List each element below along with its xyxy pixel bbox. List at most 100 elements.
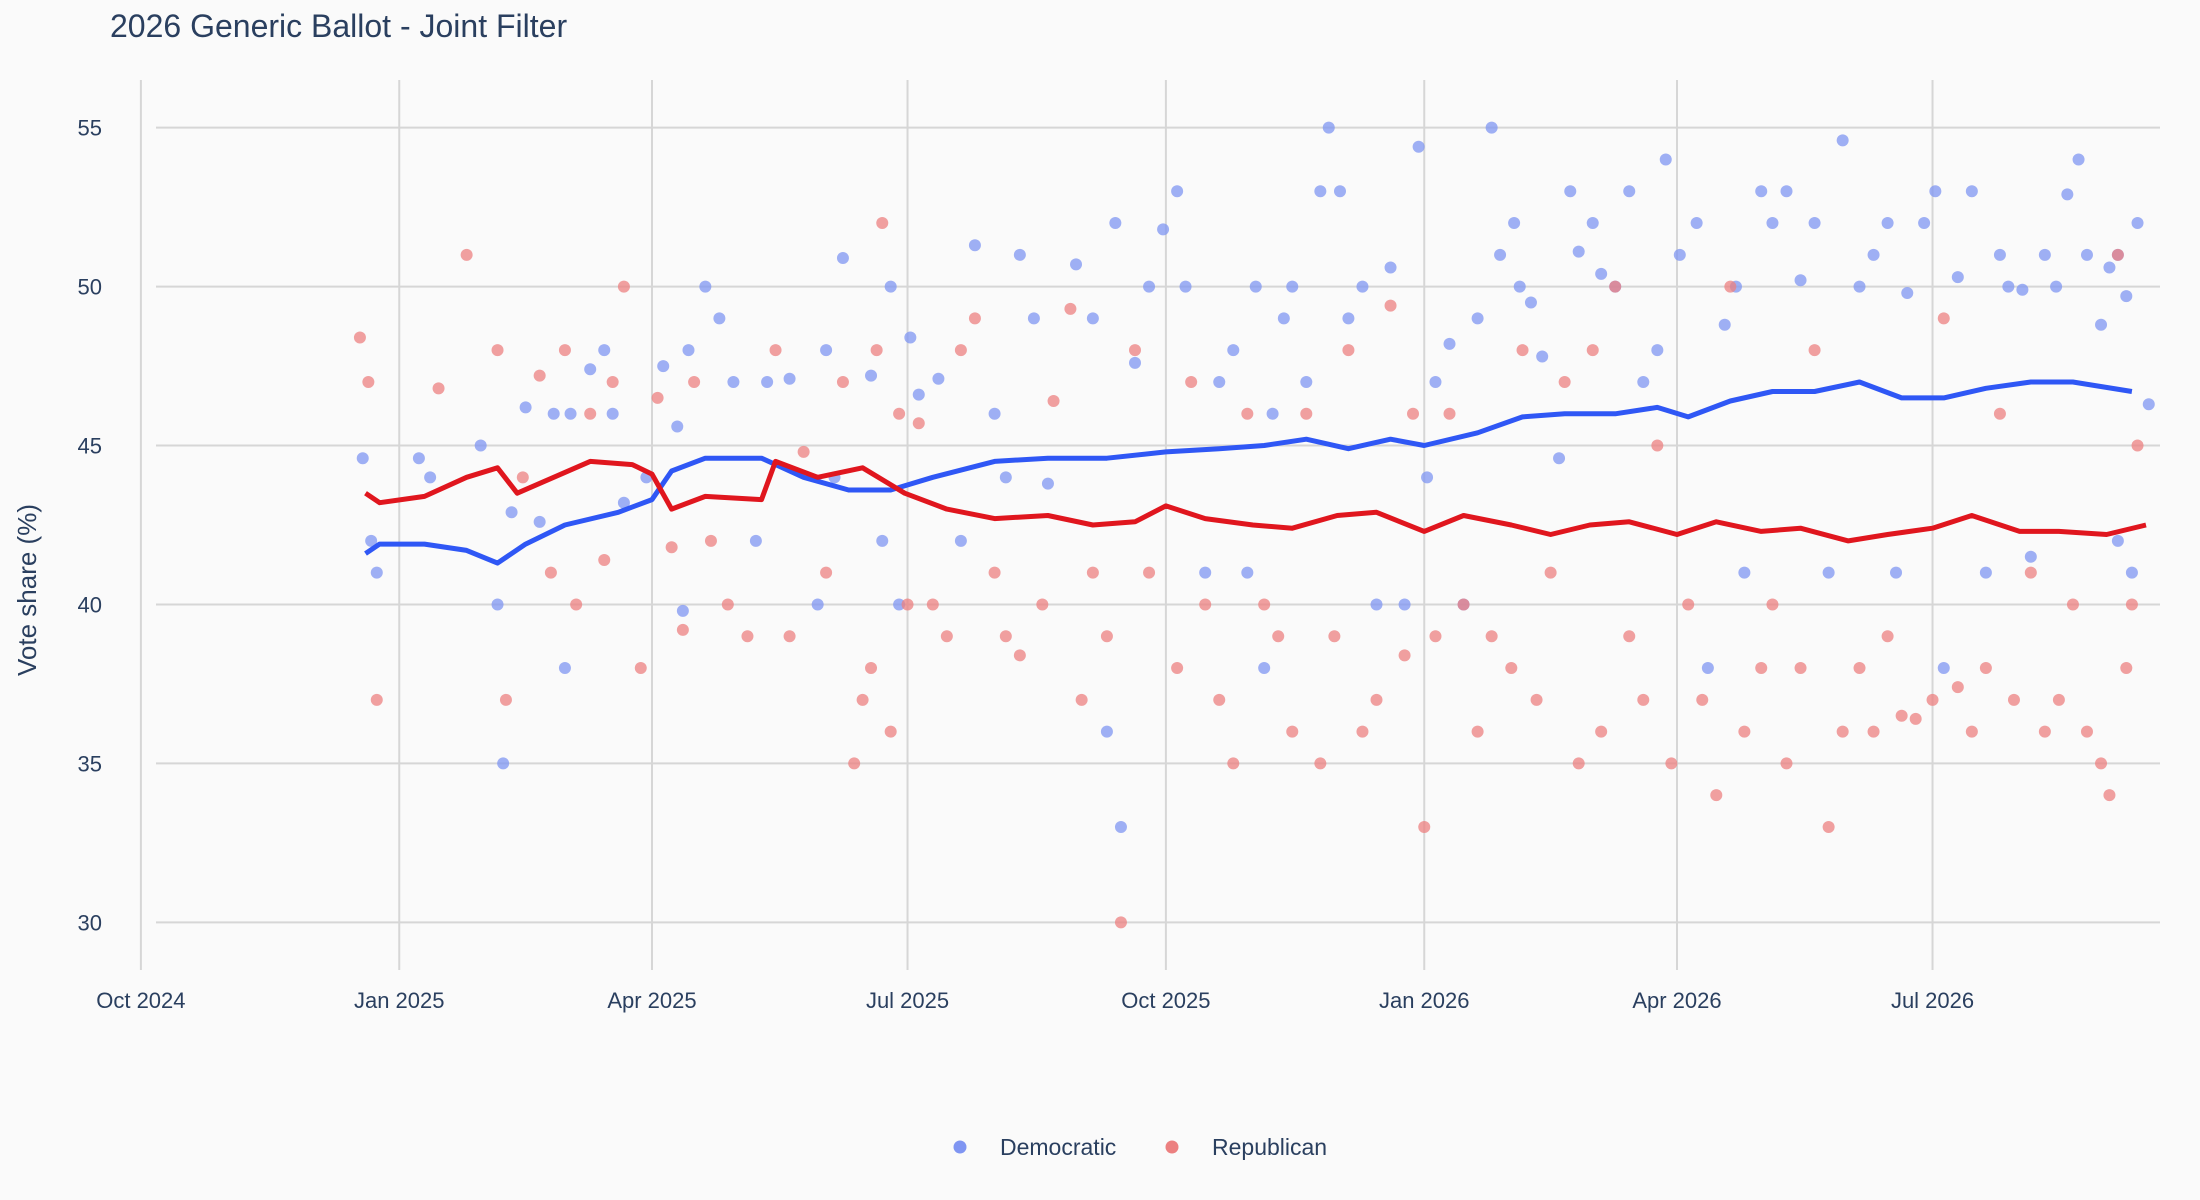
data-point-republican bbox=[999, 630, 1012, 643]
data-point-democratic bbox=[1356, 280, 1369, 293]
data-point-democratic bbox=[1143, 280, 1156, 293]
data-point-democratic bbox=[1853, 280, 1866, 293]
data-point-republican bbox=[1993, 407, 2006, 420]
data-point-democratic bbox=[1637, 375, 1650, 388]
data-point-republican bbox=[1443, 407, 1456, 420]
data-point-democratic bbox=[1690, 217, 1703, 230]
data-point-republican bbox=[651, 391, 664, 404]
data-point-democratic bbox=[954, 534, 967, 547]
x-gridlines bbox=[139, 80, 1934, 970]
data-point-republican bbox=[1682, 598, 1695, 611]
data-point-republican bbox=[1951, 681, 1964, 694]
data-point-democratic bbox=[1651, 344, 1664, 357]
data-point-republican bbox=[1505, 662, 1518, 675]
data-point-republican bbox=[1755, 662, 1768, 675]
data-point-republican bbox=[2111, 248, 2124, 261]
data-point-democratic bbox=[713, 312, 726, 325]
data-point-republican bbox=[2125, 598, 2138, 611]
data-point-democratic bbox=[617, 496, 630, 509]
x-tick-label: Jul 2026 bbox=[1891, 988, 1974, 1013]
x-tick-label: Oct 2025 bbox=[1121, 988, 1210, 1013]
data-point-democratic bbox=[1421, 471, 1434, 484]
data-point-democratic bbox=[370, 566, 383, 579]
data-point-democratic bbox=[682, 344, 695, 357]
data-point-democratic bbox=[1070, 258, 1083, 271]
legend[interactable]: Democratic Republican bbox=[953, 1134, 1328, 1160]
data-point-democratic bbox=[699, 280, 712, 293]
data-point-democratic bbox=[836, 252, 849, 264]
data-point-republican bbox=[1185, 375, 1198, 388]
data-point-republican bbox=[558, 344, 571, 357]
data-point-republican bbox=[721, 598, 734, 611]
data-point-republican bbox=[1558, 375, 1571, 388]
data-point-republican bbox=[820, 566, 833, 579]
data-point-republican bbox=[1241, 407, 1254, 420]
trend-line-republican bbox=[364, 458, 2147, 544]
data-point-democratic bbox=[1623, 185, 1636, 198]
data-point-republican bbox=[968, 312, 981, 325]
legend-item-republican[interactable]: Republican bbox=[1165, 1134, 1328, 1160]
y-tick-label: 35 bbox=[78, 751, 102, 776]
data-point-democratic bbox=[876, 534, 889, 547]
data-point-democratic bbox=[1041, 477, 1054, 490]
data-point-republican bbox=[544, 566, 557, 579]
data-point-republican bbox=[848, 757, 861, 770]
data-point-democratic bbox=[988, 407, 1001, 420]
data-point-republican bbox=[1822, 820, 1835, 833]
data-point-republican bbox=[1696, 693, 1709, 706]
data-point-democratic bbox=[356, 452, 369, 465]
data-point-democratic bbox=[904, 331, 917, 344]
data-point-democratic bbox=[1881, 217, 1894, 230]
data-point-democratic bbox=[1659, 153, 1672, 166]
x-tick-label: Jul 2025 bbox=[866, 988, 949, 1013]
data-point-democratic bbox=[497, 757, 510, 770]
data-point-democratic bbox=[1412, 140, 1425, 153]
data-point-democratic bbox=[783, 372, 796, 385]
data-point-republican bbox=[1710, 789, 1723, 802]
data-point-republican bbox=[1013, 649, 1026, 662]
data-point-republican bbox=[634, 662, 647, 675]
data-point-democratic bbox=[1384, 261, 1397, 274]
data-point-democratic bbox=[1867, 248, 1880, 261]
data-point-democratic bbox=[2095, 318, 2108, 331]
y-gridlines bbox=[156, 126, 2160, 924]
data-point-democratic bbox=[2038, 248, 2051, 261]
data-point-republican bbox=[1485, 630, 1498, 643]
data-point-republican bbox=[1738, 725, 1751, 738]
data-point-republican bbox=[884, 725, 897, 738]
legend-item-democratic[interactable]: Democratic bbox=[953, 1134, 1117, 1160]
data-point-democratic bbox=[1822, 566, 1835, 579]
data-point-republican bbox=[1227, 757, 1240, 770]
data-point-republican bbox=[1965, 725, 1978, 738]
data-point-republican bbox=[533, 369, 546, 382]
data-point-republican bbox=[1418, 820, 1431, 833]
trend-line-democratic bbox=[364, 379, 2133, 566]
data-point-republican bbox=[1457, 598, 1470, 611]
data-point-republican bbox=[2103, 789, 2116, 802]
data-point-republican bbox=[2120, 662, 2133, 675]
data-point-republican bbox=[1937, 312, 1950, 325]
y-tick-labels: 30 35 40 45 50 55 bbox=[78, 116, 102, 936]
data-point-republican bbox=[1286, 725, 1299, 738]
data-point-democratic bbox=[1794, 274, 1807, 287]
data-point-democratic bbox=[365, 534, 378, 547]
data-point-democratic bbox=[1965, 185, 1978, 198]
data-point-democratic bbox=[2050, 280, 2063, 293]
x-tick-labels: Oct 2024 Jan 2025 Apr 2025 Jul 2025 Oct 2025… bbox=[96, 988, 1974, 1013]
data-point-democratic bbox=[1485, 121, 1498, 134]
data-point-republican bbox=[836, 375, 849, 388]
data-point-republican bbox=[1853, 662, 1866, 675]
data-point-democratic bbox=[1314, 185, 1327, 198]
data-point-republican bbox=[1075, 693, 1088, 706]
data-point-republican bbox=[688, 375, 701, 388]
data-point-republican bbox=[2038, 725, 2051, 738]
data-point-republican bbox=[2052, 693, 2065, 706]
data-point-republican bbox=[876, 217, 889, 230]
data-point-democratic bbox=[1277, 312, 1290, 325]
data-point-republican bbox=[1086, 566, 1099, 579]
data-point-republican bbox=[1064, 302, 1077, 315]
data-point-democratic bbox=[932, 372, 945, 385]
legend-marker bbox=[953, 1140, 967, 1154]
data-point-democratic bbox=[1951, 271, 1964, 284]
data-point-democratic bbox=[761, 375, 774, 388]
